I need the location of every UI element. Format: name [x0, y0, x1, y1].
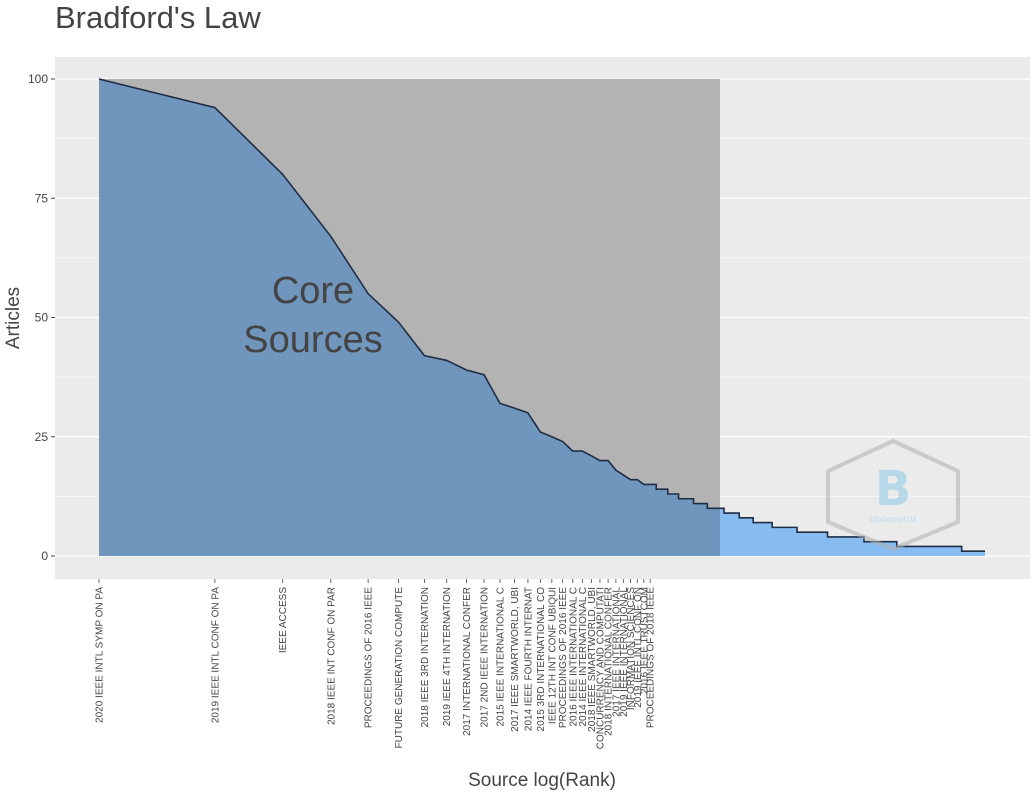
- svg-text:B: B: [875, 461, 912, 517]
- x-tick-label: 2015 IEEE INTERNATIONAL C: [495, 587, 506, 727]
- x-tick-label: 2020 IEEE INTL SYMP ON PA: [95, 587, 106, 723]
- core-sources-area: [99, 79, 720, 556]
- y-tick-label: 50: [35, 311, 49, 325]
- x-tick-label: 2017 INTERNATIONAL CONFER: [462, 587, 473, 736]
- core-sources-label: Core Sources: [243, 270, 382, 361]
- y-tick-label: 75: [35, 191, 49, 205]
- x-axis-ticks: 2020 IEEE INTL SYMP ON PA 2019 IEEE INTL …: [95, 579, 657, 749]
- x-tick-label: 2019 IEEE 4TH INTERNATION: [442, 587, 453, 726]
- x-tick-label: 2018 IEEE INT CONF ON PAR: [326, 587, 337, 725]
- y-axis-ticks: 0 25 50 75 100: [28, 72, 55, 563]
- x-tick-label: 2019 IEEE INTERNATIONAL: [619, 587, 630, 717]
- x-tick-label: 2015 3RD INTERNATIONAL CO: [536, 587, 547, 732]
- x-tick-label: 2018 INTERNATIONAL CONFER: [604, 587, 615, 736]
- y-tick-label: 100: [28, 72, 48, 86]
- tail-sources-area: [719, 508, 985, 556]
- x-tick-label: IEEE ACCESS: [278, 587, 289, 653]
- x-tick-label: IEEE 12TH INT CONF UBIQUI: [547, 587, 558, 724]
- x-tick-label: 2019 IEEE INTL CONF ON: [633, 587, 644, 708]
- x-tick-label: 2017 2ND IEEE INTERNATION: [480, 587, 491, 727]
- x-tick-label: 2014 IEEE INTERNATIONAL C: [578, 587, 589, 727]
- x-tick-label: 2017 IEEE INTERNATIONAL: [611, 587, 622, 717]
- x-axis-title: Source log(Rank): [468, 770, 616, 791]
- core-label-line: Sources: [243, 319, 382, 361]
- x-tick-label: 2017 IEEE SMARTWORLD, UBI: [510, 587, 521, 732]
- x-tick-label: 2016 IEEE TRUSTCOM: [639, 587, 650, 694]
- y-axis-title: Articles: [3, 287, 24, 349]
- x-tick-label: 2018 IEEE SMARTWORLD, UBI: [587, 587, 598, 732]
- x-tick-label: FUTURE GENERATION COMPUTE: [394, 587, 405, 749]
- x-tick-label: INFORMATION SCIENCES: [626, 587, 637, 710]
- chart-title: Bradford's Law: [55, 0, 261, 35]
- bibliometrix-logo: B bibliometrix: [826, 438, 960, 552]
- x-tick-label: 2018 IEEE 3RD INTERNATION: [420, 587, 431, 727]
- x-tick-label: PROCEEDINGS OF 2016 IEEE: [364, 587, 375, 728]
- y-tick-label: 0: [41, 549, 48, 563]
- x-tick-label: PROCEEDINGS OF 2018 IEEE: [646, 587, 657, 728]
- x-tick-label: 2019 IEEE INTL CONF ON PA: [210, 587, 221, 723]
- x-tick-label: CONCURRENCY AND COMPUTATI: [595, 587, 606, 749]
- svg-text:bibliometrix: bibliometrix: [869, 515, 917, 524]
- core-label-line: Core: [272, 270, 354, 312]
- x-tick-label: 2016 IEEE INTERNATIONAL C: [568, 587, 579, 727]
- y-tick-label: 25: [35, 430, 49, 444]
- x-tick-label: PROCEEDINGS OF 2016 IEEE: [558, 587, 569, 728]
- x-tick-label: 2014 IEEE FOURTH INTERNAT: [523, 587, 534, 731]
